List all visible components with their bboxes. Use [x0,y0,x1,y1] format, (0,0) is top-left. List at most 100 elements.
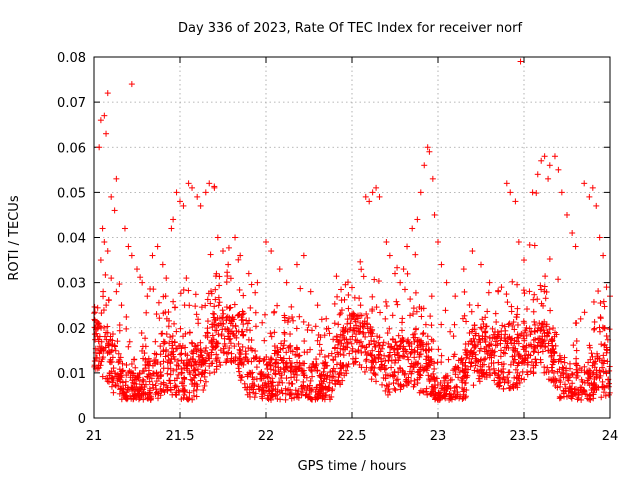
data-point [96,323,103,330]
data-point [472,343,479,350]
data-point [541,283,548,290]
data-point [518,375,525,382]
data-point [167,359,174,366]
data-point [109,331,116,338]
data-point [202,302,209,309]
data-point [139,367,146,374]
data-point [167,371,174,378]
data-point [541,330,548,337]
data-point [217,347,224,354]
data-point [112,381,119,388]
data-point [364,325,371,332]
data-point [155,390,162,397]
data-point [139,347,146,354]
data-point [246,317,253,324]
data-point [201,373,208,380]
data-point [386,343,393,350]
data-point [396,343,403,350]
data-point [160,358,167,365]
data-point [109,375,116,382]
data-point [102,271,109,278]
data-point [104,378,111,385]
data-point [146,378,153,385]
data-point [466,301,473,308]
data-point [547,307,554,314]
data-point [155,395,162,402]
data-point [248,337,255,344]
data-point [428,293,435,300]
data-point [492,338,499,345]
data-point [590,298,597,305]
data-point [319,360,326,367]
grid-lines [94,57,610,418]
data-point [338,286,345,293]
data-point [550,369,557,376]
data-point [279,379,286,386]
data-point [390,380,397,387]
data-point [424,333,431,340]
data-point [161,339,168,346]
data-point [423,385,430,392]
data-point [144,395,151,402]
data-point [570,342,577,349]
data-point [148,375,155,382]
data-point [139,343,146,350]
data-point [147,285,154,292]
data-point [540,338,547,345]
data-point [371,355,378,362]
data-point [381,352,388,359]
data-point [136,371,143,378]
data-point [441,387,448,394]
data-point [587,373,594,380]
data-point [334,338,341,345]
data-point [561,354,568,361]
data-point [373,304,380,311]
data-point [443,279,450,286]
data-point [272,370,279,377]
data-point [475,375,482,382]
data-point [340,324,347,331]
data-point [212,296,219,303]
data-point [393,342,400,349]
data-point [392,338,399,345]
data-point [95,320,102,327]
data-point [334,349,341,356]
data-point [168,225,175,232]
data-point [247,370,254,377]
data-point [375,354,382,361]
data-point [182,344,189,351]
data-point [225,349,232,356]
data-point [581,363,588,370]
data-point [542,273,549,280]
data-point [404,354,411,361]
data-point [419,388,426,395]
data-point [361,368,368,375]
data-point [591,325,598,332]
x-axis-label: GPS time / hours [298,459,407,474]
data-point [108,275,115,282]
data-point [349,345,356,352]
data-point [505,377,512,384]
data-point [500,365,507,372]
data-point [431,211,438,218]
data-point [538,157,545,164]
data-point [235,256,242,263]
data-point [526,241,533,248]
data-point [94,304,101,311]
data-point [139,279,146,286]
data-point [238,317,245,324]
data-point [98,324,105,331]
data-point [118,302,125,309]
data-point [177,290,184,297]
data-point [536,320,543,327]
data-point [397,279,404,286]
data-point [224,356,231,363]
data-point [194,193,201,200]
data-point [271,329,278,336]
data-point [531,242,538,249]
data-point [108,193,115,200]
data-point [285,315,292,322]
data-point [573,355,580,362]
data-point [463,318,470,325]
